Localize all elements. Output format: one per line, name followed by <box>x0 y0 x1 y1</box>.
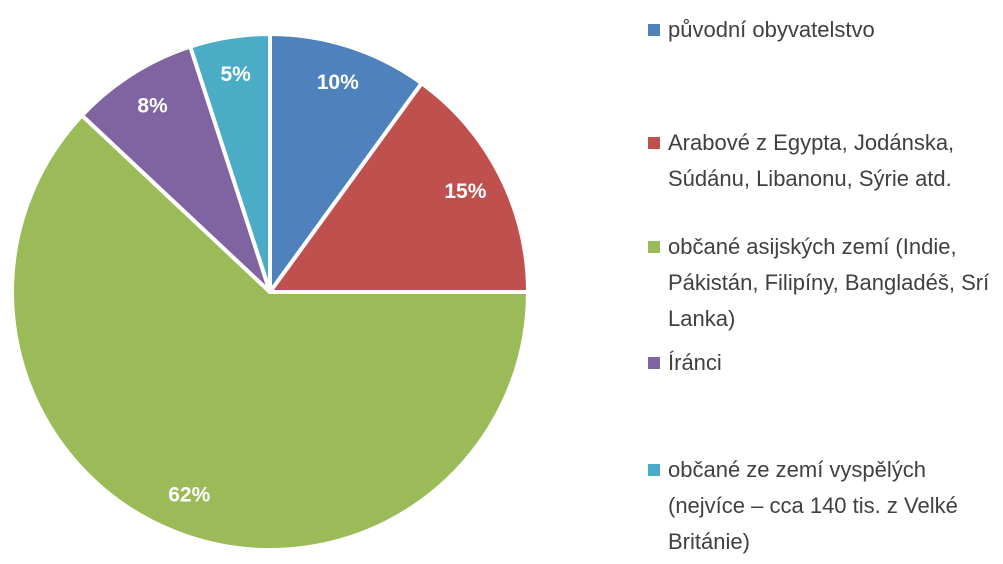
legend-label: občané ze zemí vyspělých (nejvíce – cca … <box>668 457 958 554</box>
legend-swatch <box>648 24 660 36</box>
data-label: 62% <box>168 483 210 506</box>
legend-label: Íránci <box>668 350 722 375</box>
pie-slice <box>268 81 530 294</box>
data-label: 10% <box>317 71 359 94</box>
legend-item: Arabové z Egypta, Jodánska, Súdánu, Liba… <box>648 125 1000 197</box>
pie-slice <box>79 44 272 294</box>
legend-swatch <box>648 137 660 149</box>
legend-swatch <box>648 241 660 253</box>
legend-swatch <box>648 357 660 369</box>
legend-label: Arabové z Egypta, Jodánska, Súdánu, Liba… <box>668 130 955 191</box>
pie-slice <box>268 32 424 294</box>
legend-label: občané asijských zemí (Indie, Pákistán, … <box>668 234 990 331</box>
data-label: 8% <box>137 94 168 117</box>
legend-item: občané asijských zemí (Indie, Pákistán, … <box>648 229 1000 337</box>
pie-slice <box>188 32 272 294</box>
pie-slice <box>10 113 530 552</box>
data-label: 15% <box>444 180 486 203</box>
legend-item: Íránci <box>648 345 1000 381</box>
legend-item: občané ze zemí vyspělých (nejvíce – cca … <box>648 452 1000 560</box>
legend-label: původní obyvatelstvo <box>668 17 875 42</box>
legend-swatch <box>648 464 660 476</box>
data-label: 5% <box>221 63 252 86</box>
legend-item: původní obyvatelstvo <box>648 12 1000 48</box>
